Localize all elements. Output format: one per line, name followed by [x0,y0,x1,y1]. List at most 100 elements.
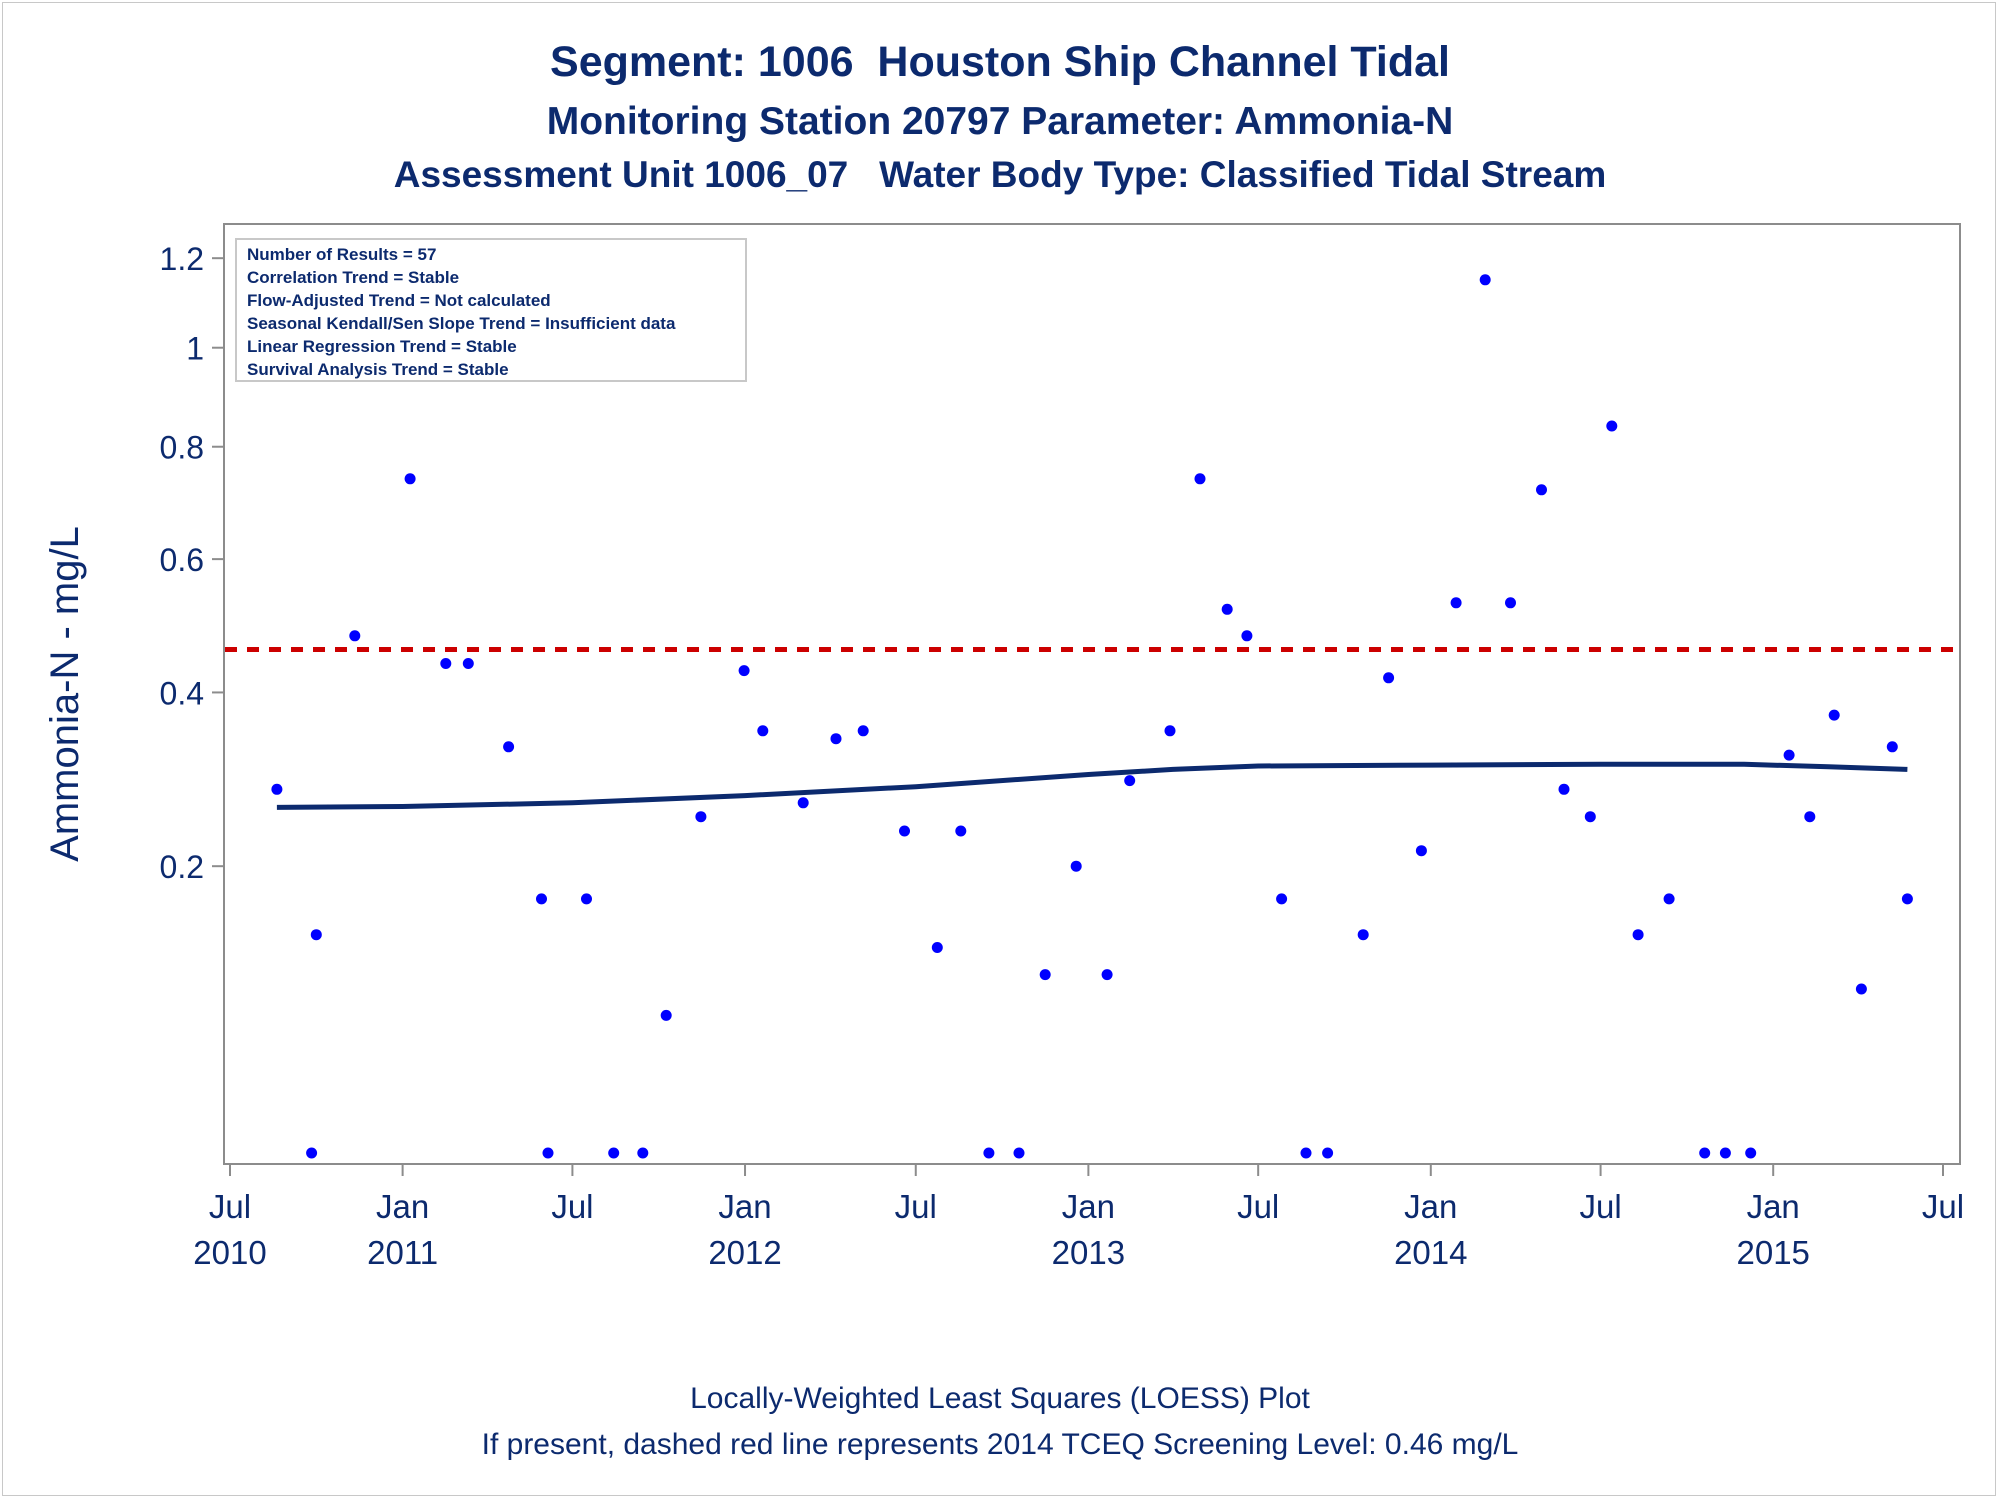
data-point [1300,1147,1312,1159]
data-point [695,811,707,823]
data-point [899,825,910,837]
data-point [983,1147,995,1159]
data-point [1322,1147,1334,1159]
y-axis: 0.2 0.4 0.6 0.8 1 1.2 [160,241,224,885]
x-axis: Jul 2010 Jan 2011 Jul Jan 2012 Jul Jan 2013 Jul Jan… [193,1164,1964,1271]
data-point [1276,893,1288,905]
x-tick-year-label: 2010 [193,1234,266,1271]
footer-loess-note: Locally-Weighted Least Squares (LOESS) P… [690,1382,1310,1415]
y-tick-label: 0.4 [160,675,204,711]
data-point [608,1147,620,1159]
data-point [637,1147,649,1159]
data-point [660,1009,672,1021]
data-point [757,725,769,737]
data-point [830,733,842,745]
data-point [1886,741,1898,753]
x-tick-label: Jan [718,1188,771,1225]
data-point [1828,709,1840,721]
data-point [931,942,943,953]
data-point [1536,484,1547,496]
data-point [1164,725,1176,737]
y-tick-label: 0.6 [160,542,204,578]
x-tick-label: Jul [1579,1188,1621,1225]
x-tick-year-label: 2012 [708,1234,781,1271]
data-point [1013,1147,1025,1159]
data-point [1221,603,1233,615]
plot-area [223,223,1961,1165]
y-tick-label: 0.8 [160,430,204,466]
y-tick-label: 1 [186,331,204,367]
data-point [1632,929,1644,941]
data-point [1070,860,1082,872]
x-tick-label: Jul [551,1188,593,1225]
x-tick-label: Jan [1747,1188,1800,1225]
stats-survival-analysis-trend: Survival Analysis Trend = Stable [247,360,509,379]
data-point [404,473,416,485]
data-point [542,1147,554,1159]
x-tick-label: Jan [376,1188,429,1225]
data-point [738,665,750,677]
data-point [503,741,515,753]
stats-seasonal-kendall-trend: Seasonal Kendall/Sen Slope Trend = Insuf… [247,314,676,333]
data-point [1241,630,1253,642]
data-point [271,783,283,795]
chart-subtitle-assessment: Assessment Unit 1006_07 Water Body Type:… [393,154,1607,195]
data-point [1699,1147,1711,1159]
stats-number-of-results: Number of Results = 57 [247,245,436,264]
x-tick-label: Jul [895,1188,937,1225]
data-point [349,630,361,642]
data-point [1804,811,1816,823]
data-point [1855,983,1867,995]
data-point [1901,893,1913,905]
x-tick-label: Jul [1922,1188,1964,1225]
x-tick-label: Jan [1404,1188,1457,1225]
data-point [462,658,474,669]
data-point [1606,420,1618,432]
x-tick-label: Jan [1062,1188,1115,1225]
x-tick-year-label: 2014 [1394,1234,1467,1271]
y-tick-label: 1.2 [160,241,204,277]
footer-screening-note: If present, dashed red line represents 2… [481,1428,1519,1461]
data-point [1584,811,1596,823]
data-point [1415,845,1427,857]
x-tick-label: Jul [209,1188,251,1225]
stats-box-border [235,238,747,382]
data-point [1719,1147,1731,1159]
data-point [1383,672,1395,684]
data-point [1194,473,1206,485]
data-point [1124,775,1136,787]
data-point [1479,274,1491,286]
data-point [1450,597,1462,609]
stats-box: Number of Results = 57 Correlation Trend… [235,238,747,382]
stats-correlation-trend: Correlation Trend = Stable [247,268,459,287]
data-point [1039,969,1051,981]
chart-subtitle-station: Monitoring Station 20797 Parameter: Ammo… [546,100,1454,143]
data-point [1783,749,1795,761]
x-tick-label: Jul [1237,1188,1279,1225]
y-tick-label: 0.2 [160,849,204,885]
stats-linear-regression-trend: Linear Regression Trend = Stable [247,337,517,356]
data-point [581,893,592,905]
chart-title: Segment: 1006 Houston Ship Channel Tidal [550,38,1450,86]
data-point [1663,893,1675,905]
data-point [1505,597,1516,609]
data-point [310,929,322,941]
data-point [857,725,869,737]
x-tick-year-label: 2011 [367,1234,438,1271]
data-point [1357,929,1369,941]
loess-line [276,761,1908,810]
data-point [1745,1147,1757,1159]
data-point [306,1147,318,1159]
data-point [1558,783,1570,795]
data-points [271,274,1913,1159]
data-point [440,658,452,669]
x-tick-year-label: 2015 [1736,1234,1809,1271]
stats-flow-adjusted-trend: Flow-Adjusted Trend = Not calculated [247,291,551,310]
data-point [797,797,809,809]
data-point [1101,969,1113,981]
data-point [536,893,547,905]
y-axis-label: Ammonia-N - mg/L [43,526,87,862]
data-point [955,825,967,837]
